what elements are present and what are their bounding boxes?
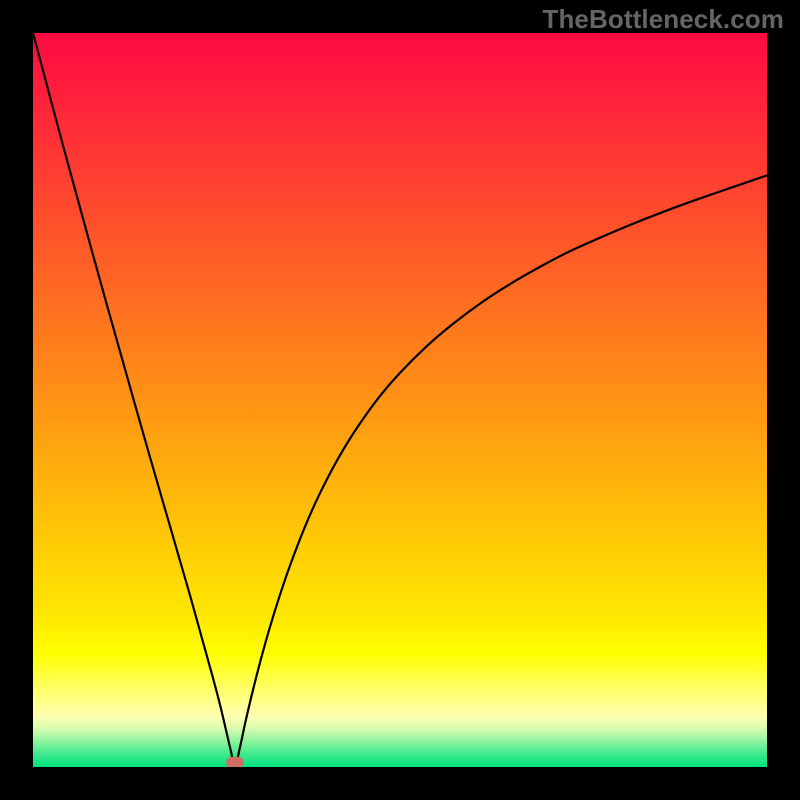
chart-svg (33, 33, 767, 767)
bottleneck-curve (33, 33, 767, 767)
stage: TheBottleneck.com (0, 0, 800, 800)
watermark-label: TheBottleneck.com (542, 4, 784, 35)
optimum-marker (226, 757, 244, 767)
plot-area (33, 33, 767, 767)
